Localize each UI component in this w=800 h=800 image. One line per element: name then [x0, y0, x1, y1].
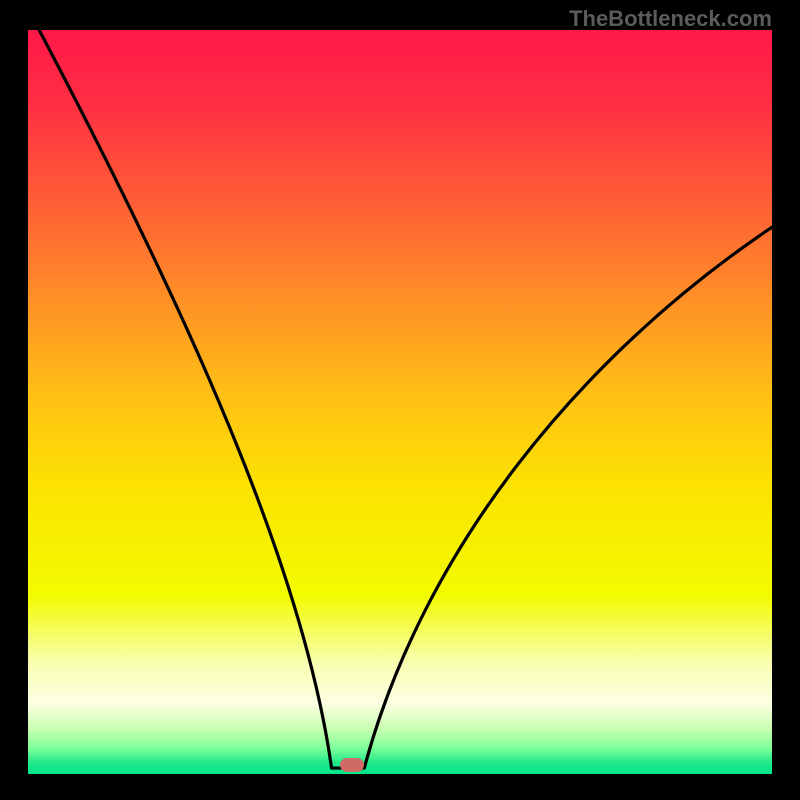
bottleneck-curve — [28, 30, 772, 774]
plot-area — [28, 30, 772, 774]
watermark-text: TheBottleneck.com — [569, 6, 772, 32]
chart-canvas: TheBottleneck.com — [0, 0, 800, 800]
valley-marker — [340, 758, 364, 772]
curve-path — [39, 30, 772, 768]
